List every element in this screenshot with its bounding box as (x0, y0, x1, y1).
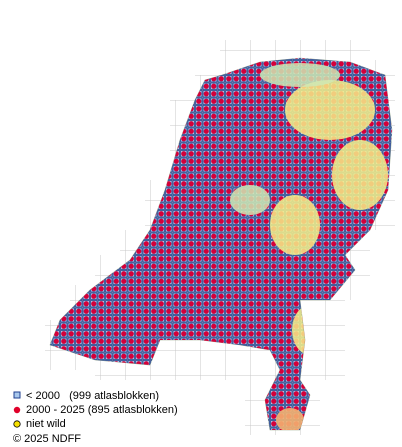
legend-label: < 2000 (999 atlasblokken) (26, 390, 159, 402)
legend-label: niet wild (26, 418, 66, 430)
legend-label: 2000 - 2025 (895 atlasblokken) (26, 404, 178, 416)
legend-icon (13, 406, 21, 414)
observation-cells (50, 58, 392, 430)
legend-icon (13, 391, 21, 399)
copyright: © 2025 NDFF (13, 433, 81, 445)
legend-icon (13, 420, 21, 428)
legend: < 2000 (999 atlasblokken) 2000 - 2025 (8… (13, 390, 178, 430)
